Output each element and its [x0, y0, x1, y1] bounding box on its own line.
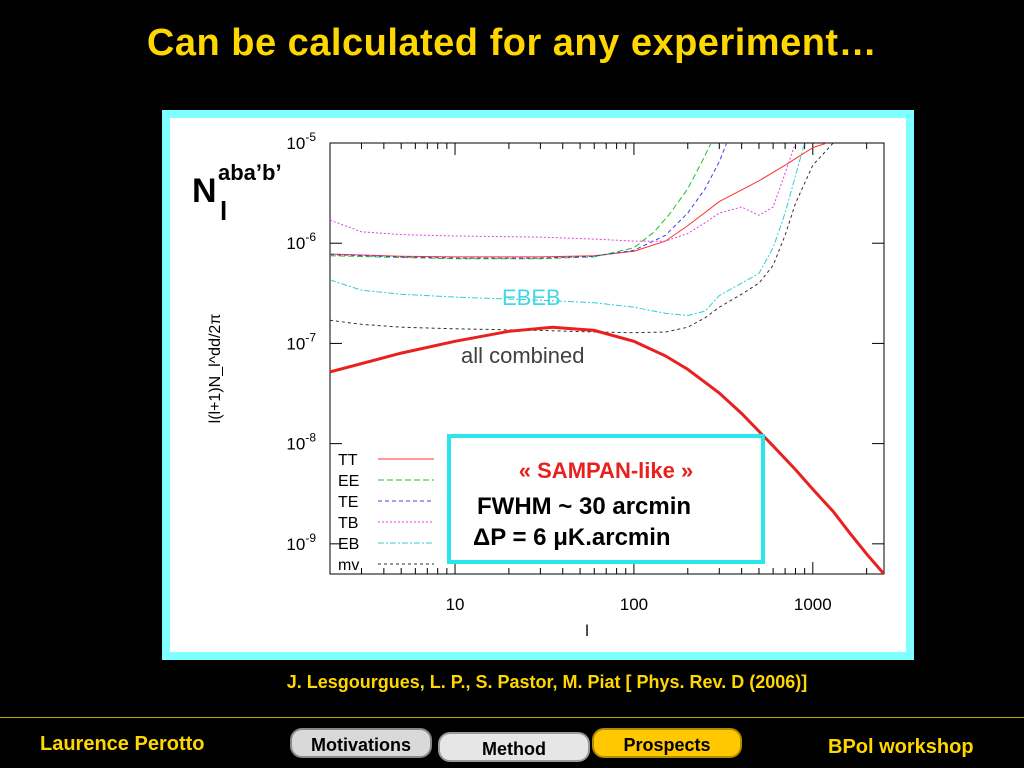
- footer-divider: [0, 717, 1024, 718]
- callout-title: « SAMPAN-like »: [518, 458, 694, 483]
- series-line-mv: [330, 143, 834, 334]
- y-tick-label: 10-6: [286, 230, 316, 253]
- nav-motivations-button[interactable]: Motivations: [290, 728, 432, 758]
- series-line-te: [330, 143, 728, 259]
- legend-label: EB: [338, 536, 359, 553]
- figure-panel: 10 100 1000 10-9 10-8 10-7 10-6 10-5 l l(l+1)N_l^…: [170, 118, 906, 652]
- legend-label: TT: [338, 452, 358, 469]
- x-axis-label: l: [585, 623, 589, 640]
- series-line-ee: [330, 143, 712, 260]
- slide-title: Can be calculated for any experiment…: [146, 22, 878, 64]
- noise-symbol-superscript: aba’b’: [218, 160, 282, 185]
- callout-sensitivity: ΔP = 6 μK.arcmin: [473, 524, 671, 551]
- x-tick-label: 10: [446, 595, 465, 614]
- plot-frame: [329, 142, 885, 575]
- x-tick-label: 1000: [794, 595, 832, 614]
- nav-method-button[interactable]: Method: [438, 732, 590, 762]
- footer-event: BPol workshop: [828, 736, 974, 758]
- noise-symbol: N aba’b’ l: [192, 160, 282, 226]
- series-line-tt: [330, 143, 828, 258]
- nav-prospects-button[interactable]: Prospects: [592, 728, 742, 758]
- experiment-callout: « SAMPAN-like » FWHM ~ 30 arcmin ΔP = 6 …: [447, 434, 765, 564]
- y-tick-label: 10-7: [286, 330, 316, 353]
- series-line-eb: [330, 143, 806, 317]
- y-axis-label: l(l+1)N_l^dd/2π: [207, 314, 224, 424]
- ebeb-annotation: EBEB: [502, 285, 561, 310]
- noise-symbol-subscript: l: [220, 196, 228, 226]
- legend-label: mv: [338, 557, 359, 574]
- footer-author: Laurence Perotto: [40, 733, 205, 755]
- callout-fwhm: FWHM ~ 30 arcmin: [477, 493, 692, 520]
- legend-label: TE: [338, 494, 358, 511]
- reference-citation: J. Lesgourgues, L. P., S. Pastor, M. Pia…: [286, 672, 808, 692]
- noise-chart: 10 100 1000 10-9 10-8 10-7 10-6 10-5 l l(l+1)N_l^…: [207, 130, 885, 640]
- legend-label: TB: [338, 515, 358, 532]
- figure-frame: 10 100 1000 10-9 10-8 10-7 10-6 10-5 l l(l+1)N_l^…: [162, 110, 914, 660]
- series-line-tb: [330, 143, 796, 242]
- y-tick-label: 10-8: [286, 431, 316, 454]
- y-tick-label: 10-5: [286, 130, 316, 153]
- y-tick-label: 10-9: [286, 531, 316, 554]
- x-tick-label: 100: [620, 595, 648, 614]
- combined-annotation: all combined: [461, 343, 585, 368]
- legend-label: EE: [338, 473, 359, 490]
- signal-line: [330, 325, 884, 574]
- noise-symbol-main: N: [192, 172, 217, 210]
